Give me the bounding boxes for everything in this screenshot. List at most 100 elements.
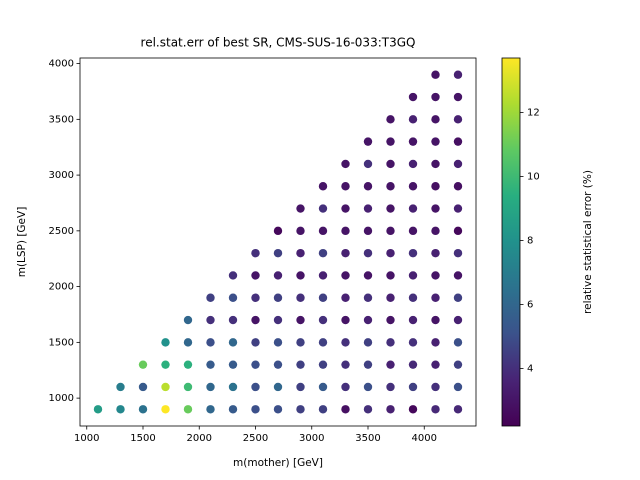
x-tick-label: 3000 <box>299 433 324 444</box>
point <box>408 182 418 191</box>
point <box>341 293 350 302</box>
point <box>408 360 418 369</box>
colorbar-frame <box>501 57 521 427</box>
point <box>116 382 125 392</box>
point <box>453 182 463 191</box>
point <box>431 182 440 191</box>
point <box>318 360 328 369</box>
point <box>273 382 283 392</box>
point <box>341 338 350 347</box>
point <box>386 226 395 236</box>
point <box>363 248 373 258</box>
point <box>408 271 418 280</box>
point <box>318 204 328 213</box>
point <box>408 405 418 414</box>
point <box>318 382 328 392</box>
point <box>228 271 238 280</box>
point <box>431 204 440 213</box>
point <box>453 137 463 146</box>
point <box>431 271 440 280</box>
point <box>431 115 440 124</box>
point <box>341 248 350 258</box>
point <box>206 382 215 392</box>
point <box>386 248 395 258</box>
point <box>273 248 283 258</box>
point <box>386 405 395 414</box>
y-tick-label: 2000 <box>49 282 74 293</box>
point <box>363 271 373 280</box>
y-tick-label: 2500 <box>49 226 74 237</box>
point <box>363 315 373 325</box>
point <box>453 226 463 236</box>
point <box>228 382 238 392</box>
point <box>386 204 395 213</box>
point <box>363 137 373 146</box>
point <box>386 137 395 146</box>
point <box>273 360 283 369</box>
point <box>431 338 440 347</box>
point <box>386 115 395 124</box>
point <box>228 293 238 302</box>
point <box>453 405 463 414</box>
point <box>363 182 373 191</box>
point <box>363 159 373 169</box>
point <box>408 115 418 124</box>
point <box>408 159 418 169</box>
point <box>183 360 193 369</box>
point <box>453 92 463 102</box>
colorbar-tick-label: 4 <box>527 363 533 374</box>
point <box>431 70 440 79</box>
point <box>228 405 238 414</box>
point <box>408 293 418 302</box>
point <box>296 293 305 302</box>
point <box>363 338 373 347</box>
point <box>251 248 260 258</box>
point <box>453 271 463 280</box>
point <box>453 315 463 325</box>
y-tick-label: 4000 <box>49 59 74 70</box>
point <box>431 315 440 325</box>
point <box>431 226 440 236</box>
point <box>183 405 193 414</box>
point <box>273 405 283 414</box>
colorbar <box>502 58 520 426</box>
point <box>386 338 395 347</box>
point <box>251 405 260 414</box>
x-tick-label: 3500 <box>355 433 380 444</box>
point <box>363 226 373 236</box>
point <box>296 315 305 325</box>
point <box>318 182 328 191</box>
point <box>341 382 350 392</box>
point <box>341 360 350 369</box>
point <box>453 382 463 392</box>
point <box>408 204 418 213</box>
point <box>93 405 103 414</box>
point <box>431 382 440 392</box>
point <box>431 137 440 146</box>
point <box>318 338 328 347</box>
point <box>453 115 463 124</box>
y-tick-label: 1000 <box>49 393 74 404</box>
x-axis-label: m(mother) [GeV] <box>233 457 323 469</box>
point <box>318 315 328 325</box>
point <box>251 315 260 325</box>
point <box>408 137 418 146</box>
point <box>116 405 125 414</box>
point <box>296 271 305 280</box>
point <box>161 360 170 369</box>
y-tick-label: 3000 <box>49 170 74 181</box>
point <box>453 70 463 79</box>
point <box>386 293 395 302</box>
point <box>161 405 170 414</box>
colorbar-tick-label: 12 <box>527 107 540 118</box>
point <box>228 315 238 325</box>
point <box>318 293 328 302</box>
point <box>251 382 260 392</box>
point <box>453 293 463 302</box>
x-tick-label: 4000 <box>412 433 437 444</box>
point <box>296 360 305 369</box>
point <box>386 182 395 191</box>
point <box>341 182 350 191</box>
x-tick-label: 1500 <box>130 433 155 444</box>
